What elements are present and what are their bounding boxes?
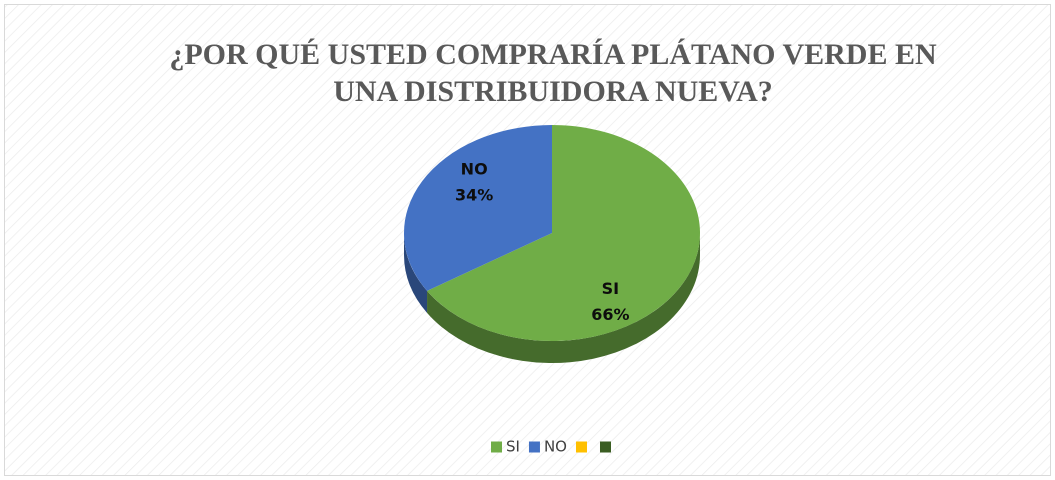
slice (427, 125, 700, 342)
legend-marker (528, 441, 540, 453)
data-label-value: 34% (455, 185, 493, 204)
legend-marker (575, 441, 587, 453)
slice (404, 125, 552, 291)
slice-side (404, 233, 428, 313)
data-label-category: NO (461, 159, 488, 178)
legend-marker (599, 441, 611, 453)
data-label-category: SI (602, 279, 619, 298)
legend: SI NO (491, 438, 611, 456)
data-label-value: 66% (591, 305, 629, 324)
legend-marker (491, 441, 503, 453)
legend-label: NO (544, 438, 567, 456)
slice-side (427, 233, 700, 363)
legend-label: SI (506, 438, 520, 456)
chart-title: ¿POR QUÉ USTED COMPRARÍA PLÁTANO VERDE E… (169, 38, 937, 108)
